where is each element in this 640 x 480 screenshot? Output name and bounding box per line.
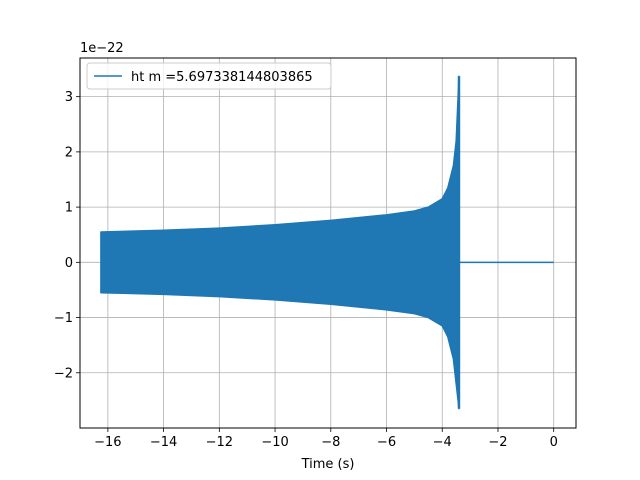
x-tick-label: −12 xyxy=(206,435,233,450)
legend: ht m =5.697338144803865 xyxy=(86,62,332,90)
x-axis: −16 −14 −12 −10 −8 −6 −4 −2 0 xyxy=(94,428,558,450)
x-tick-label: −4 xyxy=(433,435,452,450)
y-tick-label: −2 xyxy=(54,366,73,381)
grid xyxy=(80,58,576,428)
x-tick-label: −6 xyxy=(377,435,396,450)
y-axis: −2 −1 0 1 2 3 xyxy=(54,90,80,381)
y-tick-label: 3 xyxy=(65,90,73,105)
y-offset-text: 1e−22 xyxy=(80,41,124,56)
x-tick-label: −8 xyxy=(321,435,340,450)
x-tick-label: −10 xyxy=(261,435,288,450)
y-tick-label: −1 xyxy=(54,311,73,326)
legend-box xyxy=(86,62,332,90)
x-axis-label: Time (s) xyxy=(301,457,355,472)
x-tick-label: 0 xyxy=(550,435,558,450)
legend-label: ht m =5.697338144803865 xyxy=(131,70,313,85)
y-tick-label: 2 xyxy=(65,145,73,160)
axes-frame xyxy=(79,57,577,429)
y-tick-label: 0 xyxy=(65,256,73,271)
x-tick-label: −14 xyxy=(150,435,177,450)
y-tick-label: 1 xyxy=(65,201,73,216)
x-tick-label: −16 xyxy=(94,435,121,450)
plot-area xyxy=(100,75,554,410)
x-tick-label: −2 xyxy=(488,435,507,450)
